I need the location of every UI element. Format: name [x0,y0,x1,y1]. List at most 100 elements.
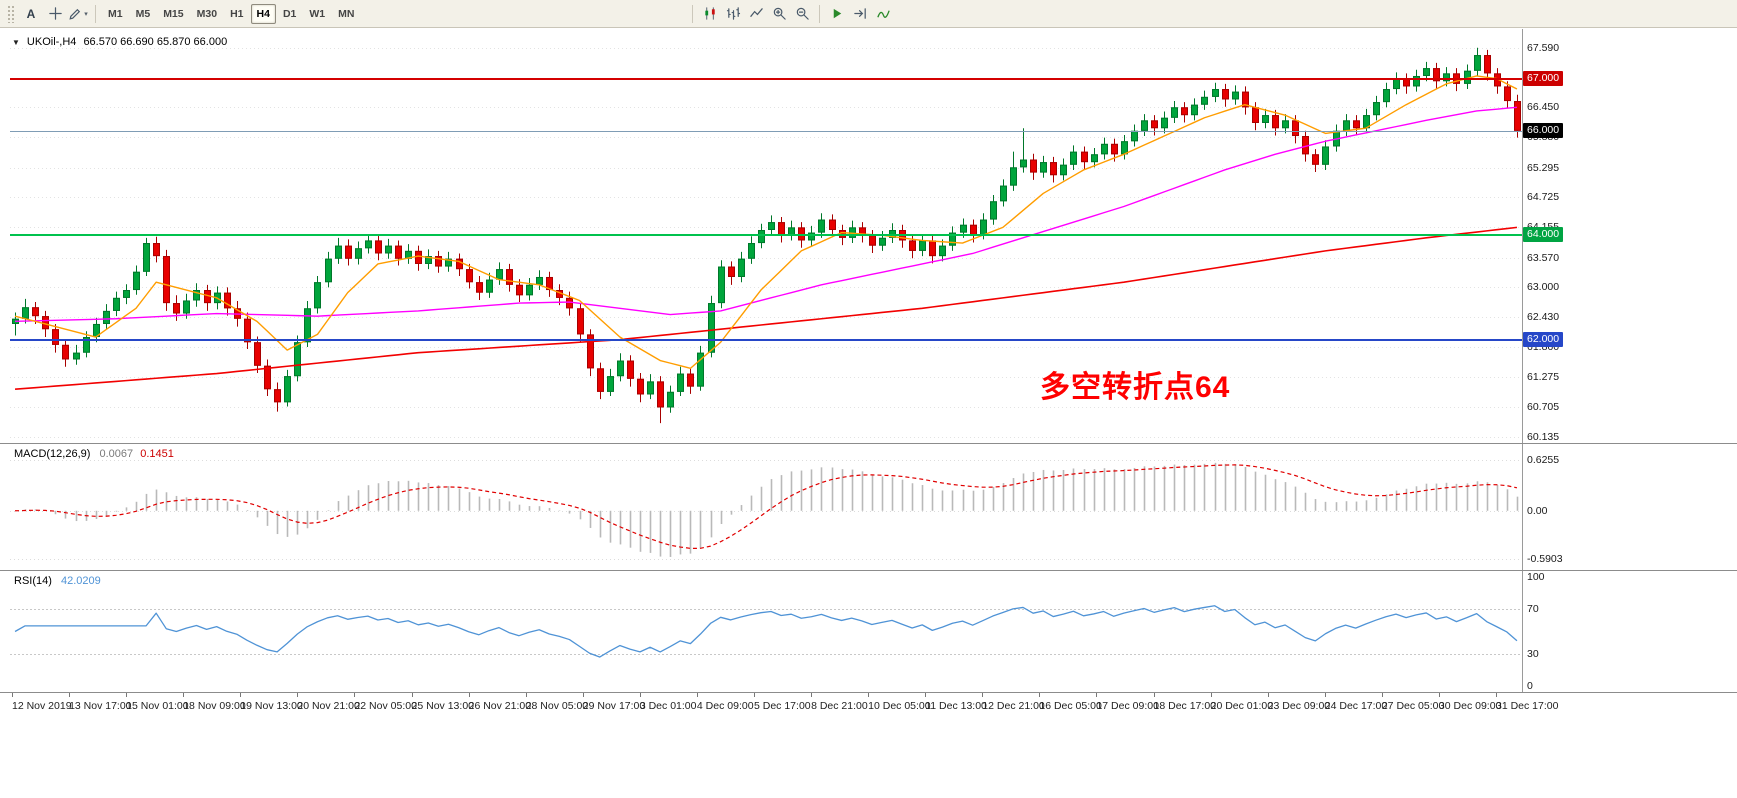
time-axis-tick [1496,693,1497,697]
macd-axis-label: -0.5903 [1527,553,1563,566]
symbol-period: UKOil-,H4 [26,36,77,48]
time-axis-label: 20 Nov 21:00 [297,700,360,712]
time-axis-tick [811,693,813,697]
time-axis-tick [354,693,356,697]
ohlc-values: 66.570 66.690 65.870 66.000 [83,36,228,48]
text-tool-icon: A [26,6,36,21]
macd-panel: MACD(12,26,9) 0.0067 0.1451 0.6255 0.00 -0… [0,444,1737,570]
rsi-value: 42.0209 [60,575,101,587]
timeframe-w1-button[interactable]: W1 [303,4,331,24]
time-axis-label: 23 Dec 09:00 [1267,700,1331,712]
time-axis-label: 13 Nov 17:00 [69,700,132,712]
price-tick-label: 63.570 [1527,251,1560,264]
macd-main-value: 0.0067 [99,448,134,460]
time-axis-tick [754,693,755,697]
time-axis-tick [1381,693,1383,697]
time-axis-tick [582,693,584,697]
time-axis-tick [240,693,242,697]
chart-area: ▼ UKOil-,H4 66.570 66.690 65.870 66.000 … [0,29,1737,798]
time-axis-tick [126,693,128,697]
time-axis-tick [69,693,71,697]
chevron-down-icon: ▼ [12,37,20,47]
draw-tools-icon[interactable]: ▾ [67,3,89,25]
timeframe-h1-button[interactable]: H1 [224,4,249,24]
time-axis-label: 15 Nov 01:00 [126,700,189,712]
price-tick-label: 63.000 [1527,281,1560,294]
crosshair-icon[interactable] [44,3,66,25]
rsi-canvas[interactable] [10,571,1522,692]
auto-scroll-icon[interactable] [826,3,848,25]
chart-shift-icon[interactable] [849,3,871,25]
price-badge: 66.000 [1523,122,1564,138]
time-axis-label: 29 Nov 17:00 [582,700,646,712]
text-tool-button[interactable]: A [20,3,42,25]
main-chart-panel: ▼ UKOil-,H4 66.570 66.690 65.870 66.000 … [0,29,1737,443]
time-axis-label: 5 Dec 17:00 [754,700,811,712]
time-axis-tick [525,693,527,697]
timeframe-m5-button[interactable]: M5 [130,4,157,24]
timeframe-m15-button[interactable]: M15 [157,4,189,24]
price-tick-label: 62.430 [1527,311,1560,324]
time-axis-label: 30 Dec 09:00 [1438,700,1502,712]
axis-separator [1522,29,1523,692]
time-axis-label: 12 Nov 2019 [12,700,72,712]
macd-axis-label: 0.00 [1527,504,1548,517]
macd-signal-value: 0.1451 [140,448,174,460]
timeframe-mn-button[interactable]: MN [332,4,360,24]
toolbar: A ▾ M1 M5 M15 M30 H1 H4 D1 W1 MN [0,0,1737,28]
macd-name: MACD(12,26,9) [14,448,91,460]
time-axis-label: 3 Dec 01:00 [639,700,697,712]
time-axis-tick [696,693,698,697]
time-axis-tick [468,693,470,697]
time-axis-label: 10 Dec 05:00 [868,700,931,712]
time-axis-label: 18 Dec 17:00 [1153,700,1216,712]
panel-separator[interactable] [0,570,1737,571]
price-badge: 64.000 [1523,227,1564,243]
symbol-label[interactable]: ▼ UKOil-,H4 66.570 66.690 65.870 66.000 [12,36,227,48]
zoom-out-icon[interactable] [791,3,813,25]
zoom-in-icon[interactable] [768,3,790,25]
candlestick-chart-icon[interactable] [699,3,721,25]
time-axis-tick [183,693,185,697]
time-axis-label: 16 Dec 05:00 [1039,700,1102,712]
time-axis-tick [1210,693,1212,697]
time-axis-label: 18 Nov 09:00 [183,700,246,712]
time-axis-label: 8 Dec 21:00 [811,700,868,712]
macd-canvas[interactable] [10,444,1522,570]
time-axis-tick [1324,693,1326,697]
time-axis[interactable]: 12 Nov 2019 13 Nov 17:00 15 Nov 01:00 18 No… [0,693,1737,717]
panel-separator[interactable] [0,443,1737,444]
rsi-name: RSI(14) [14,575,52,587]
price-badge: 67.000 [1523,70,1564,86]
timeframe-d1-button[interactable]: D1 [277,4,302,24]
time-axis-label: 26 Nov 21:00 [468,700,532,712]
timeframe-group: M1 M5 M15 M30 H1 H4 D1 W1 MN [102,3,360,24]
timeframe-m30-button[interactable]: M30 [191,4,223,24]
toolbar-separator [819,4,821,23]
bar-chart-icon[interactable] [722,3,744,25]
time-axis-label: 19 Nov 13:00 [240,700,303,712]
timeframe-m1-button[interactable]: M1 [102,4,129,24]
panel-separator[interactable] [0,692,1737,693]
price-badge: 62.000 [1523,331,1564,347]
timeframe-h4-button[interactable]: H4 [250,3,276,24]
time-axis-tick [411,693,413,697]
toolbar-grip[interactable] [7,4,15,23]
price-tick-label: 64.155 [1527,221,1560,234]
rsi-label: RSI(14) 42.0209 [14,575,101,587]
time-axis-label: 27 Dec 05:00 [1381,700,1445,712]
time-axis-label: 4 Dec 09:00 [696,700,754,712]
time-axis-label: 12 Dec 21:00 [982,700,1045,712]
price-tick-label: 64.725 [1527,191,1560,204]
toolbar-separator [95,4,96,23]
line-chart-icon[interactable] [745,3,767,25]
time-axis-tick [868,693,870,697]
macd-axis-label: 0.6255 [1527,453,1560,466]
time-axis-tick [1096,693,1098,697]
price-chart-canvas[interactable] [10,29,1522,443]
macd-label: MACD(12,26,9) 0.0067 0.1451 [14,448,174,460]
indicators-icon[interactable] [872,3,894,25]
price-tick-label: 61.275 [1527,371,1560,384]
time-axis-tick [1153,693,1155,697]
